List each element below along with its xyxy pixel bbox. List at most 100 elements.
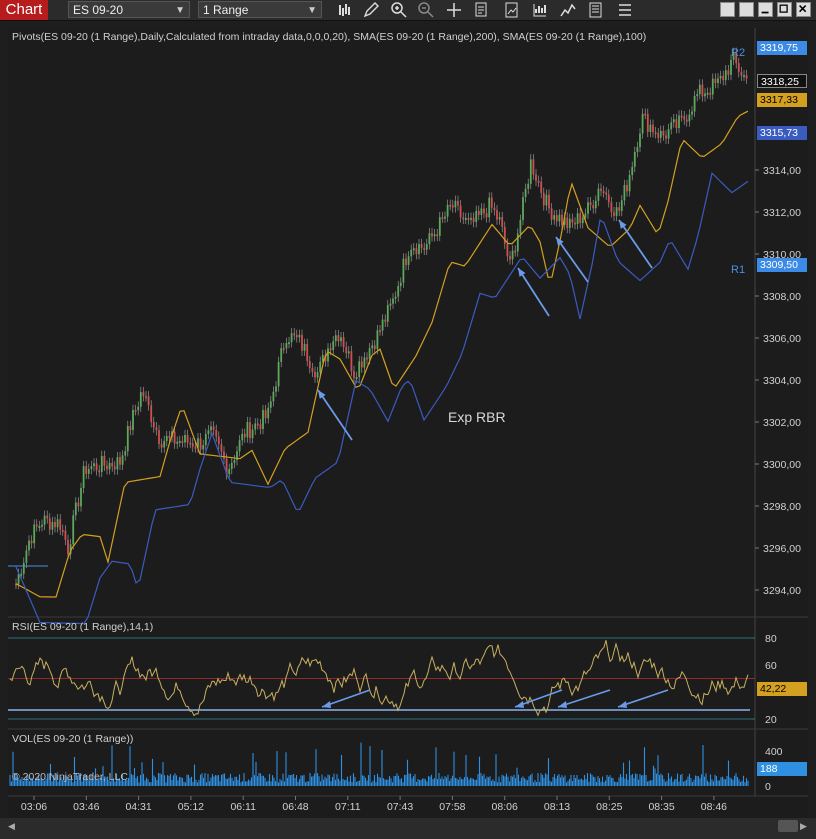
candle-body xyxy=(225,458,228,475)
candle-body xyxy=(142,392,145,397)
candle-body xyxy=(646,113,649,132)
r2-price-tag: 3319,75 xyxy=(757,41,807,55)
interval-selector[interactable]: 1 Range ▼ xyxy=(198,1,322,18)
crosshair-icon[interactable] xyxy=(445,1,463,19)
candle-body xyxy=(129,425,132,430)
candle-body xyxy=(425,244,428,250)
scroll-left-icon[interactable]: ◀ xyxy=(8,821,15,831)
candle-body xyxy=(48,518,51,530)
candle-body xyxy=(394,296,397,299)
y-tick-label: 3304,00 xyxy=(763,375,801,387)
data-box-icon[interactable] xyxy=(587,1,605,19)
candle-body xyxy=(371,345,374,349)
zoom-in-icon[interactable] xyxy=(390,1,408,19)
candle-body xyxy=(321,354,324,362)
candle-body xyxy=(594,200,597,209)
indicators-icon[interactable] xyxy=(531,1,549,19)
strategies-icon[interactable] xyxy=(559,1,577,19)
candle-body xyxy=(98,470,101,473)
scroll-thumb[interactable] xyxy=(778,820,798,832)
chart-canvas[interactable]: 3294,00 3296,00 3298,00 3300,00 3302,00 3304,… xyxy=(0,20,816,818)
rsi-arrow-head xyxy=(515,701,524,708)
scroll-right-icon[interactable]: ▶ xyxy=(800,821,807,831)
candle-body xyxy=(353,371,355,378)
candle-body xyxy=(262,410,264,430)
candle-body xyxy=(308,361,311,369)
candle-body xyxy=(698,84,701,95)
candle-body xyxy=(35,524,38,527)
templates-icon[interactable] xyxy=(503,1,521,19)
candle-body xyxy=(555,215,558,222)
candle-body xyxy=(82,466,85,489)
vol-tick-label: 0 xyxy=(765,781,771,793)
candle-body xyxy=(269,401,272,408)
zoom-out-icon[interactable] xyxy=(417,1,435,19)
candle-body xyxy=(459,205,462,218)
candle-body xyxy=(272,391,275,402)
candle-body xyxy=(696,94,699,97)
candle-body xyxy=(137,406,140,411)
candle-body xyxy=(249,422,251,439)
candle-body xyxy=(158,430,160,444)
chevron-down-icon: ▼ xyxy=(307,5,317,16)
menu-icon[interactable] xyxy=(616,1,634,19)
candle-body xyxy=(306,344,309,362)
properties-icon[interactable] xyxy=(473,1,491,19)
horizontal-scrollbar[interactable]: ◀ ▶ xyxy=(0,818,816,839)
candle-body xyxy=(327,348,329,362)
candle-body xyxy=(373,345,376,350)
candle-body xyxy=(644,113,647,116)
close-button[interactable] xyxy=(796,2,811,17)
minimize-button[interactable] xyxy=(758,2,773,17)
candle-body xyxy=(160,443,163,448)
candle-body xyxy=(743,75,745,78)
candle-body xyxy=(740,72,743,76)
annotation-arrow xyxy=(517,267,550,317)
candle-body xyxy=(90,466,93,470)
candle-body xyxy=(477,210,480,215)
candle-body xyxy=(516,233,519,252)
candle-body xyxy=(535,174,537,181)
candle-body xyxy=(314,371,316,378)
draw-pencil-icon[interactable] xyxy=(362,1,380,19)
blank-button-2[interactable] xyxy=(739,2,754,17)
candle-body xyxy=(542,192,545,206)
candle-body xyxy=(724,70,727,81)
candle-body xyxy=(514,250,517,253)
candle-body xyxy=(592,205,595,209)
candle-body xyxy=(680,115,683,118)
y-tick-label: 3314,00 xyxy=(763,165,801,177)
price-panel-label: Pivots(ES 09-20 (1 Range),Daily,Calculat… xyxy=(12,31,647,43)
candle-body xyxy=(665,135,667,139)
arrow-head xyxy=(556,237,564,246)
candle-body xyxy=(64,530,67,541)
candle-body xyxy=(633,151,636,167)
candle-body xyxy=(212,426,215,430)
candle-body xyxy=(405,258,407,265)
candle-body xyxy=(345,347,348,354)
candle-body xyxy=(293,333,296,336)
candle-body xyxy=(121,455,124,465)
blank-button[interactable] xyxy=(720,2,735,17)
candle-body xyxy=(423,247,426,250)
candle-body xyxy=(563,217,566,225)
candle-body xyxy=(350,351,353,372)
candle-body xyxy=(561,214,563,225)
candle-body xyxy=(93,463,95,467)
candle-body xyxy=(719,75,722,79)
instrument-selector[interactable]: ES 09-20 ▼ xyxy=(68,1,190,18)
rsi-tick-label: 60 xyxy=(765,660,777,672)
rsi-line xyxy=(9,640,749,717)
candle-body xyxy=(522,197,524,220)
bar-type-icon[interactable] xyxy=(336,1,354,19)
candle-body xyxy=(589,202,592,206)
maximize-button[interactable] xyxy=(777,2,792,17)
candle-body xyxy=(28,540,30,551)
candle-body xyxy=(290,333,293,343)
candle-body xyxy=(610,202,613,213)
candle-body xyxy=(441,217,444,220)
candle-body xyxy=(17,573,20,584)
candle-body xyxy=(399,282,402,287)
candle-body xyxy=(444,216,446,219)
candle-body xyxy=(189,442,192,445)
